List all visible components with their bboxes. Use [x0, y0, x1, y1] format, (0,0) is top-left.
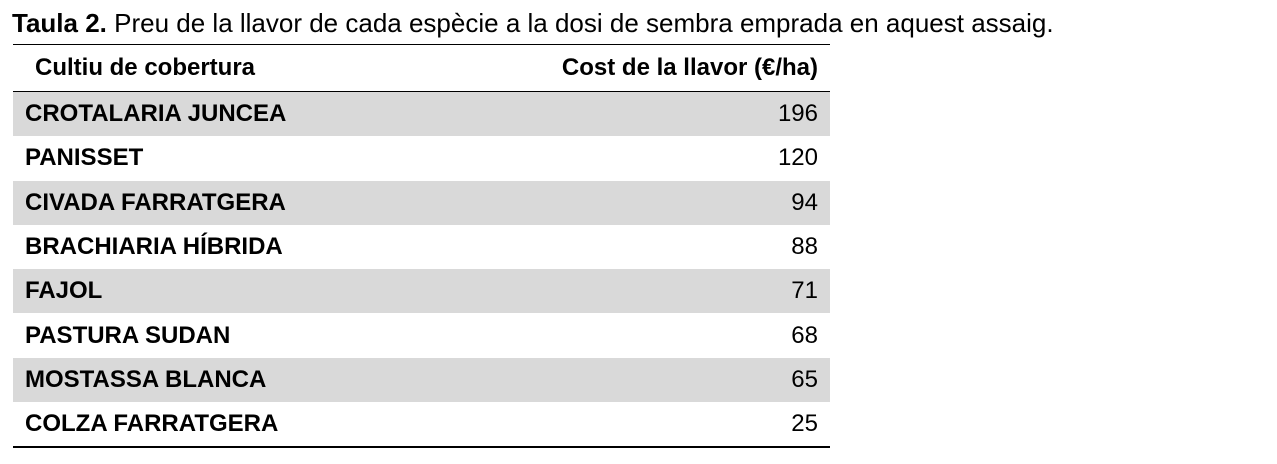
caption: Taula 2. Preu de la llavor de cada espèc… [12, 8, 1054, 39]
cost-cell: 120 [777, 144, 818, 172]
crop-cell: COLZA FARRATGERA [25, 410, 279, 438]
cost-cell: 25 [791, 410, 818, 438]
table-row: FAJOL 71 [13, 269, 830, 314]
cost-cell: 94 [425, 180, 830, 225]
caption-label: Taula 2. [12, 8, 107, 38]
table-row: BRACHIARIA HÍBRIDA 88 [13, 225, 830, 269]
cost-cell: 68 [791, 321, 818, 349]
header-row: Cultiu de cobertura Cost de la llavor (€/… [13, 44, 830, 92]
cost-cell: 65 [425, 357, 830, 403]
table-row: CIVADA FARRATGERA 94 [13, 180, 830, 225]
cost-cell: 88 [791, 233, 818, 261]
table-header: Cultiu de cobertura Cost de la llavor (€/… [13, 44, 830, 92]
table-row: PANISSET 120 [13, 136, 830, 180]
table: Cultiu de cobertura Cost de la llavor (€/… [13, 44, 830, 449]
caption-text: Preu de la llavor de cada espècie a la d… [114, 8, 1054, 38]
header-cell: Cultiu de cobertura [13, 44, 426, 92]
crop-cell: BRACHIARIA HÍBRIDA [25, 233, 283, 261]
crop-cell: MOSTASSA BLANCA [13, 357, 426, 403]
table-row: CROTALARIA JUNCEA 196 [13, 91, 830, 137]
table-row: MOSTASSA BLANCA 65 [13, 357, 830, 403]
crop-cell: CIVADA FARRATGERA [13, 180, 426, 225]
crop-cell: FAJOL [13, 269, 426, 314]
crop-cell: PANISSET [25, 144, 144, 172]
crop-cell: CROTALARIA JUNCEA [13, 91, 426, 137]
cost-cell: 71 [425, 269, 830, 314]
table-row: COLZA FARRATGERA 25 [13, 402, 830, 447]
table-row: PASTURA SUDAN 68 [13, 313, 830, 357]
header-cell: Cost de la llavor (€/ha) [425, 44, 830, 92]
cost-cell: 196 [425, 91, 830, 137]
table-body: CROTALARIA JUNCEA 196 PANISSET 120 CIVADA FA… [13, 91, 830, 448]
crop-cell: PASTURA SUDAN [25, 321, 231, 349]
